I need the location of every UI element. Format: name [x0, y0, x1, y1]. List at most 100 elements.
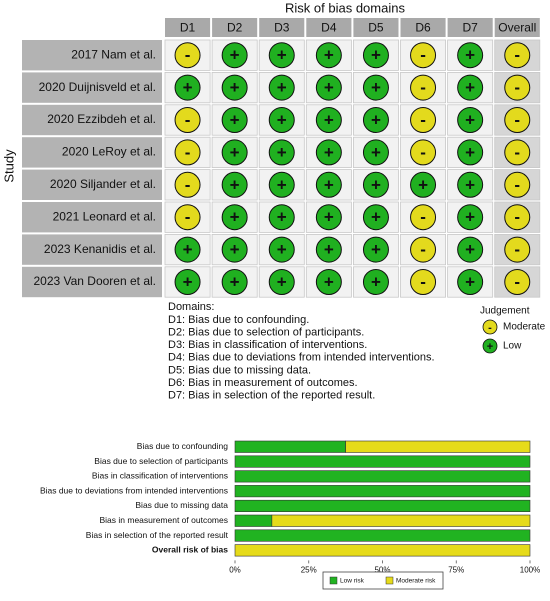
- x-tick-label: 0%: [229, 566, 241, 575]
- bar-segment: [234, 455, 531, 468]
- legend-circle: [482, 319, 498, 335]
- domain-header-cell: [212, 18, 258, 37]
- domain-note: D2: Bias due to selection of participant…: [168, 327, 364, 339]
- study-label-cell: [22, 72, 162, 103]
- study-label: 2020 LeRoy et al.: [62, 145, 156, 159]
- judgement-symbol: +: [324, 175, 334, 194]
- judgement-circle: [221, 107, 248, 133]
- judgement-symbol: +: [324, 272, 334, 291]
- judgement-circle: [174, 171, 201, 198]
- judgement-circle: [174, 42, 201, 69]
- bar-category-label: Bias due to confounding: [137, 441, 228, 451]
- judgement-circle: [174, 269, 201, 295]
- judgement-circle: [221, 139, 248, 166]
- judgement-circle: [221, 269, 248, 295]
- judgement-symbol: -: [185, 175, 191, 194]
- domain-header: D3: [274, 21, 290, 35]
- judgement-circle: [410, 269, 437, 295]
- judgement-symbol: -: [420, 240, 426, 259]
- judgement-symbol: -: [514, 208, 520, 227]
- study-label: 2020 Duijnisveld et al.: [39, 80, 156, 94]
- judgement-symbol: +: [230, 110, 240, 129]
- domain-header: D7: [462, 21, 478, 35]
- legend-label: Low: [503, 341, 522, 352]
- legend-key: [329, 576, 338, 585]
- judgement-symbol: +: [324, 110, 334, 129]
- legend-circle: [482, 338, 498, 354]
- judgement-symbol: +: [418, 175, 428, 194]
- domains-title: Domains:: [168, 301, 214, 313]
- x-tick-label: 25%: [301, 566, 317, 575]
- judgement-circle: [504, 74, 531, 101]
- judgement-circle: [410, 107, 437, 133]
- judgement-symbol: +: [465, 240, 475, 259]
- judgement-symbol: +: [465, 175, 475, 194]
- x-tick-label: 100%: [520, 566, 540, 575]
- judgement-symbol: -: [420, 78, 426, 97]
- domain-header: D6: [415, 21, 431, 35]
- bar-category-label: Bias due to missing data: [135, 500, 228, 510]
- study-label: 2023 Van Dooren et al.: [33, 274, 156, 288]
- judgement-symbol: +: [230, 240, 240, 259]
- judgement-circle: [457, 171, 484, 198]
- domain-header-cell: [165, 18, 211, 37]
- bar-segment: [234, 470, 531, 483]
- domain-note: D7: Bias in selection of the reported re…: [168, 390, 375, 402]
- judgement-circle: [457, 107, 484, 133]
- judgement-circle: [457, 269, 484, 295]
- judgement-circle: [315, 139, 342, 166]
- legend-symbol: -: [488, 322, 492, 334]
- judgement-symbol: +: [277, 240, 287, 259]
- x-tick-label: 75%: [448, 566, 464, 575]
- judgement-symbol: -: [514, 240, 520, 259]
- judgement-symbol: +: [277, 46, 287, 65]
- judgement-symbol: -: [420, 272, 426, 291]
- legend-key: [385, 576, 394, 585]
- judgement-circle: [504, 107, 531, 133]
- judgement-circle: [268, 74, 295, 101]
- judgement-symbol: -: [514, 110, 520, 129]
- judgement-symbol: +: [277, 272, 287, 291]
- judgement-symbol: -: [420, 143, 426, 162]
- judgement-circle: [221, 171, 248, 198]
- legend-label: Moderate risk: [396, 578, 436, 585]
- judgement-symbol: -: [185, 110, 191, 129]
- domain-header: Overall: [498, 21, 536, 35]
- judgement-circle: [174, 107, 201, 133]
- bar-category-label: Bias in selection of the reported result: [86, 530, 229, 540]
- judgement-symbol: +: [277, 110, 287, 129]
- judgement-symbol: -: [514, 143, 520, 162]
- judgement-symbol: -: [185, 46, 191, 65]
- judgement-circle: [268, 107, 295, 133]
- judgement-circle: [221, 74, 248, 101]
- judgement-circle: [174, 204, 201, 231]
- domain-header-cell: [306, 18, 352, 37]
- judgement-circle: [504, 171, 531, 198]
- judgement-circle: [362, 269, 389, 295]
- study-label-cell: [22, 234, 162, 265]
- judgement-symbol: +: [183, 240, 193, 259]
- judgement-symbol: +: [371, 46, 381, 65]
- domain-note: D5: Bias due to missing data.: [168, 364, 311, 376]
- judgement-symbol: +: [371, 240, 381, 259]
- judgement-symbol: +: [230, 208, 240, 227]
- study-label-cell: [22, 202, 162, 233]
- domain-note: D3: Bias in classification of interventi…: [168, 339, 367, 351]
- bar-segment: [234, 544, 531, 557]
- judgement-symbol: -: [185, 208, 191, 227]
- judgement-symbol: +: [371, 78, 381, 97]
- judgement-circle: [457, 42, 484, 69]
- grid-cell: [258, 201, 305, 233]
- judgement-symbol: +: [324, 208, 334, 227]
- judgement-circle: [457, 74, 484, 101]
- judgement-circle: [362, 139, 389, 166]
- judgement-circle: [315, 42, 342, 69]
- study-label-cell: [22, 40, 162, 71]
- judgement-circle: [362, 204, 389, 231]
- judgement-symbol: +: [324, 46, 334, 65]
- judgement-symbol: -: [185, 143, 191, 162]
- judgement-symbol: +: [371, 175, 381, 194]
- judgement-symbol: +: [183, 78, 193, 97]
- domain-header-cell: [353, 18, 399, 37]
- bar-segment: [271, 514, 531, 527]
